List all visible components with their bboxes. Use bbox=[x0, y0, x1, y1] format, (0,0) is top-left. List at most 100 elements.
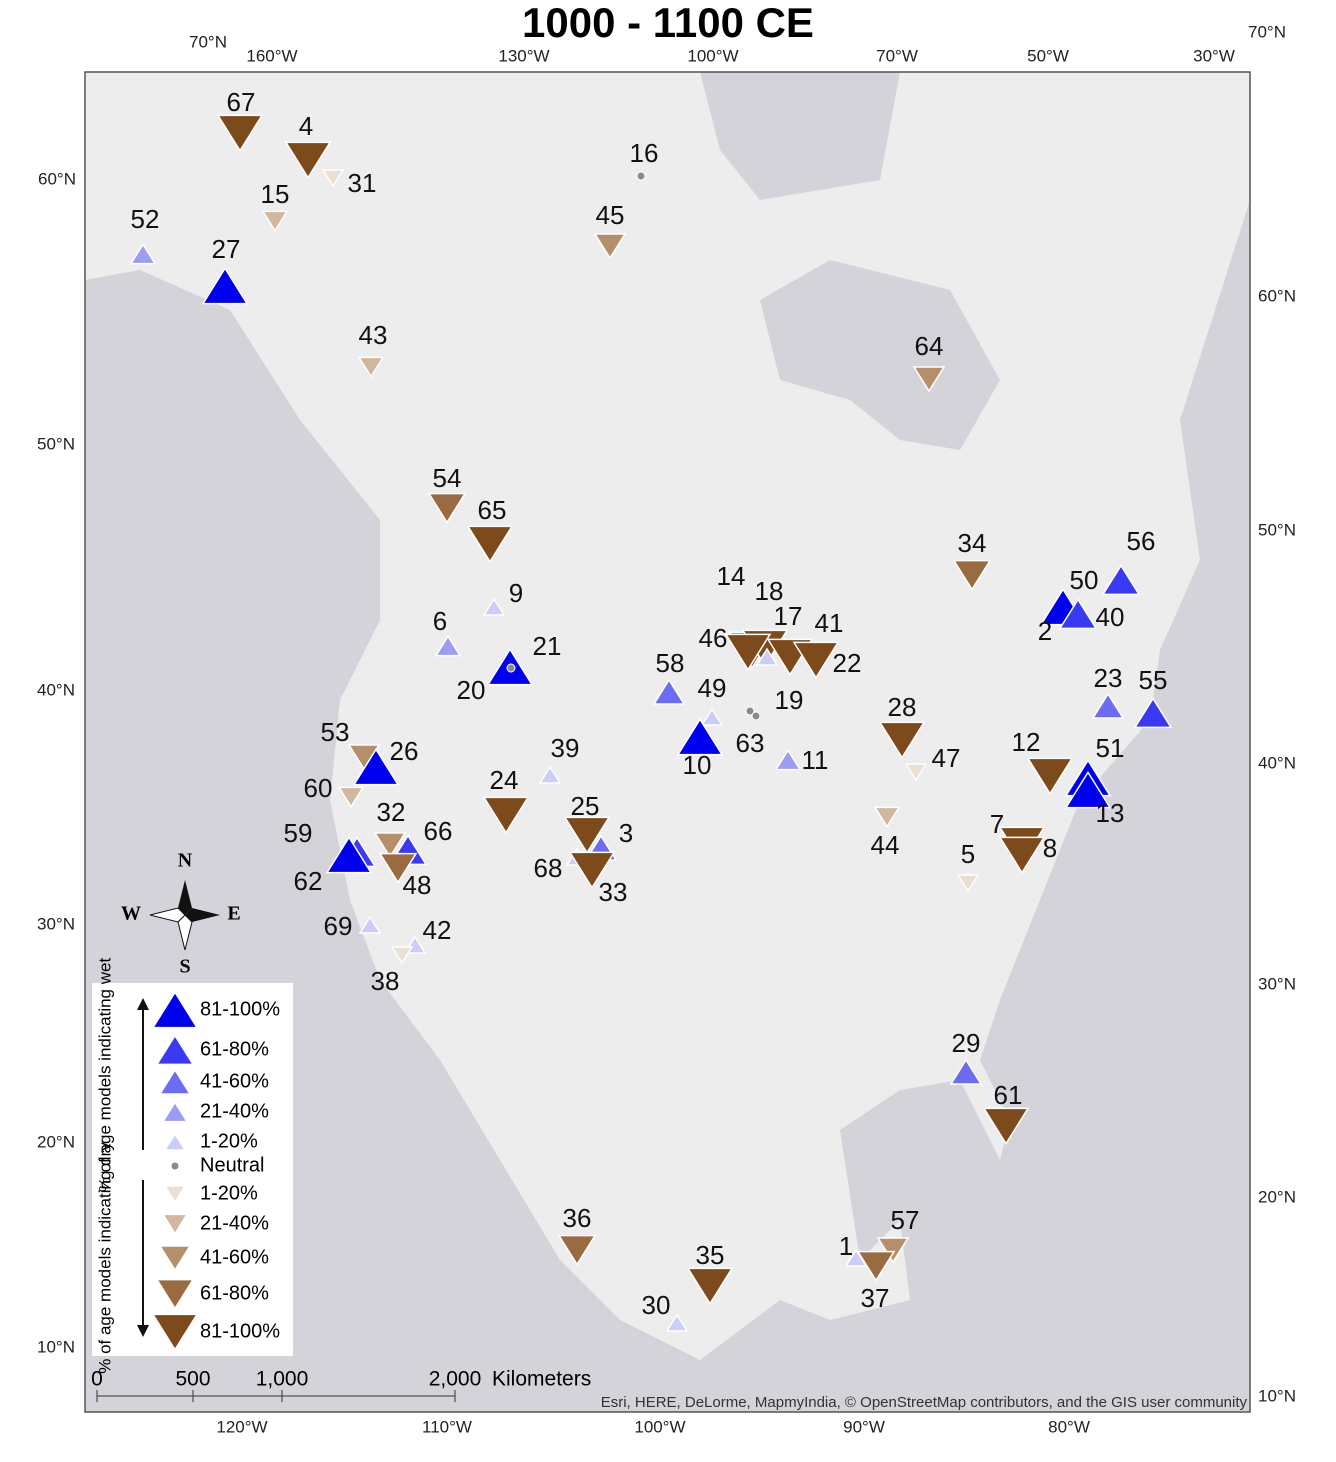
legend-symbol bbox=[151, 1313, 199, 1352]
graticule-label: 30°W bbox=[1193, 46, 1235, 65]
site-marker bbox=[844, 1248, 868, 1267]
site-label: 28 bbox=[888, 692, 917, 722]
site-marker bbox=[593, 233, 627, 260]
site-marker bbox=[724, 633, 772, 672]
site-marker bbox=[751, 711, 761, 721]
site-marker bbox=[284, 141, 332, 180]
site-label: 62 bbox=[294, 866, 323, 896]
site-marker bbox=[1026, 757, 1074, 796]
site-label: 59 bbox=[284, 818, 313, 848]
legend-label: 1-20% bbox=[200, 1182, 258, 1204]
graticule-label: 80°W bbox=[1048, 1417, 1090, 1436]
site-label: 7 bbox=[990, 809, 1004, 839]
legend-symbol bbox=[170, 1161, 180, 1171]
site-label: 15 bbox=[261, 179, 290, 209]
title: 1000 - 1100 CE bbox=[522, 0, 814, 46]
site-label: 10 bbox=[683, 750, 712, 780]
site-label: 22 bbox=[833, 648, 862, 678]
site-marker bbox=[912, 366, 946, 393]
site-label: 63 bbox=[736, 728, 765, 758]
site-label: 60 bbox=[304, 773, 333, 803]
site-marker bbox=[1091, 692, 1125, 719]
site-marker bbox=[636, 171, 646, 181]
site-marker bbox=[652, 678, 686, 705]
legend-symbol bbox=[155, 1034, 195, 1066]
compass-e: E bbox=[227, 903, 240, 925]
graticule-label: 100°W bbox=[687, 46, 738, 65]
legend-symbol bbox=[158, 1245, 192, 1272]
graticule-label: 50°N bbox=[1258, 520, 1296, 539]
legend-symbol bbox=[155, 1278, 195, 1310]
graticule-label: 70°N bbox=[189, 32, 227, 51]
site-marker bbox=[373, 832, 407, 859]
site-label: 52 bbox=[131, 204, 160, 234]
site-marker bbox=[792, 641, 840, 680]
hudson-bay bbox=[760, 260, 1000, 450]
site-label: 39 bbox=[551, 733, 580, 763]
legend-label: 21-40% bbox=[200, 1100, 269, 1122]
site-marker bbox=[949, 1058, 983, 1085]
site-label: 16 bbox=[630, 138, 659, 168]
site-label: 19 bbox=[775, 685, 804, 715]
site-marker bbox=[506, 663, 516, 673]
legend-label: 41-60% bbox=[200, 1070, 269, 1092]
site-label: 42 bbox=[423, 915, 452, 945]
graticule-label: 120°W bbox=[216, 1417, 267, 1436]
site-label: 43 bbox=[359, 320, 388, 350]
arctic-water bbox=[700, 72, 900, 200]
graticule-label: 20°N bbox=[37, 1132, 75, 1151]
wet-arrowhead bbox=[137, 998, 149, 1010]
legend-label: 41-60% bbox=[200, 1246, 269, 1268]
site-label: 5 bbox=[961, 839, 975, 869]
site-marker bbox=[378, 852, 418, 884]
graticule-label: 30°N bbox=[37, 914, 75, 933]
compass-w: W bbox=[121, 903, 141, 925]
site-marker bbox=[358, 915, 382, 934]
site-marker bbox=[1064, 770, 1112, 809]
site-label: 64 bbox=[915, 331, 944, 361]
site-marker bbox=[998, 836, 1046, 875]
site-marker bbox=[755, 647, 779, 666]
site-marker bbox=[876, 1237, 910, 1264]
graticule-label: 130°W bbox=[498, 46, 549, 65]
site-label: 47 bbox=[932, 743, 961, 773]
attribution: Esri, HERE, DeLorme, MapmyIndia, © OpenS… bbox=[601, 1394, 1248, 1411]
graticule-label: 40°N bbox=[1258, 753, 1296, 772]
graticule-label: 50°N bbox=[37, 434, 75, 453]
legend-wet-title: % of age models indicating wet bbox=[95, 958, 114, 1193]
site-label: 49 bbox=[698, 673, 727, 703]
site-marker bbox=[745, 706, 755, 716]
site-marker bbox=[1133, 697, 1173, 729]
site-label: 67 bbox=[227, 87, 256, 117]
legend-label: 21-40% bbox=[200, 1212, 269, 1234]
site-marker bbox=[568, 851, 616, 890]
site-label: 50 bbox=[1070, 565, 1099, 595]
graticule-label: 110°W bbox=[422, 1417, 472, 1436]
site-marker bbox=[873, 806, 901, 829]
site-label: 57 bbox=[891, 1205, 920, 1235]
site-label: 48 bbox=[403, 870, 432, 900]
site-label: 51 bbox=[1096, 733, 1125, 763]
site-label: 29 bbox=[952, 1028, 981, 1058]
compass bbox=[149, 880, 220, 951]
site-label: 25 bbox=[571, 791, 600, 821]
site-marker bbox=[878, 721, 926, 760]
graticule-label: 10°N bbox=[1258, 1386, 1296, 1405]
site-label: 55 bbox=[1139, 665, 1168, 695]
site-marker bbox=[1101, 564, 1141, 596]
site-label: 17 bbox=[774, 601, 803, 631]
site-label: 12 bbox=[1012, 727, 1041, 757]
legend-symbol bbox=[161, 1100, 189, 1123]
site-marker bbox=[337, 786, 365, 809]
site-label: 21 bbox=[533, 631, 562, 661]
legend-label: Neutral bbox=[200, 1154, 264, 1176]
site-label: 68 bbox=[534, 853, 563, 883]
graticule-label: 70°N bbox=[1248, 22, 1286, 41]
site-marker bbox=[856, 1250, 896, 1282]
site-marker bbox=[357, 356, 385, 379]
graticule-label: 70°W bbox=[876, 46, 918, 65]
legend-symbol bbox=[151, 990, 199, 1029]
site-label: 27 bbox=[212, 234, 241, 264]
legend-label: 81-100% bbox=[200, 1320, 280, 1342]
